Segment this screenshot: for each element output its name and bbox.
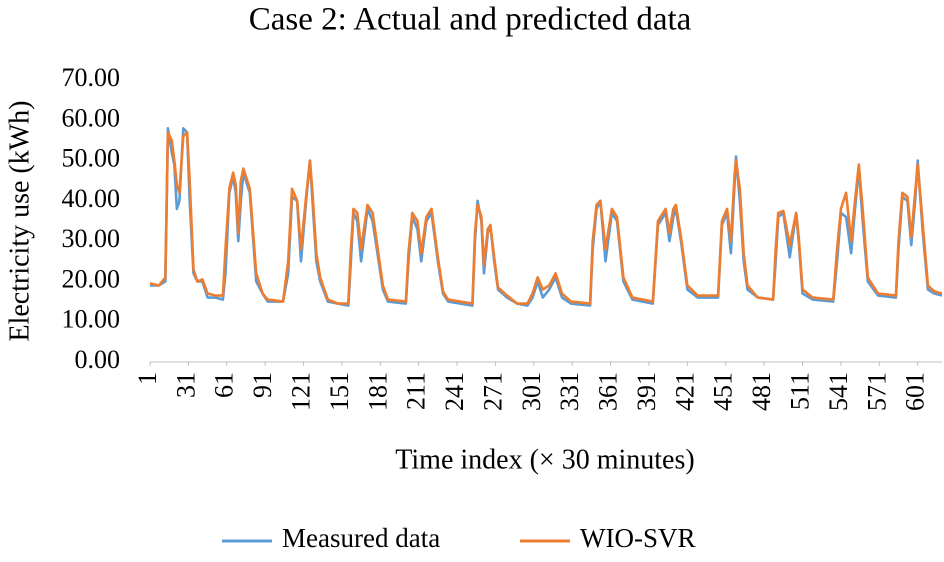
y-tick-label: 60.00 bbox=[62, 103, 121, 132]
x-axis-label: Time index (× 30 minutes) bbox=[395, 444, 694, 475]
x-tick-label: 301 bbox=[517, 372, 546, 411]
x-tick-label: 61 bbox=[210, 372, 239, 398]
x-tick-label: 181 bbox=[363, 372, 392, 411]
x-tick-label: 571 bbox=[862, 372, 891, 411]
chart-title: Case 2: Actual and predicted data bbox=[249, 2, 692, 38]
x-tick-label: 1 bbox=[133, 372, 162, 385]
y-tick-label: 30.00 bbox=[62, 224, 121, 253]
x-tick-label: 601 bbox=[901, 372, 930, 411]
x-tick-label: 271 bbox=[478, 372, 507, 411]
x-tick-label: 241 bbox=[440, 372, 469, 411]
x-tick-label: 121 bbox=[287, 372, 316, 411]
x-tick-label: 331 bbox=[555, 372, 584, 411]
y-tick-label: 10.00 bbox=[62, 305, 121, 334]
legend-label: WIO-SVR bbox=[580, 523, 696, 553]
y-tick-label: 70.00 bbox=[62, 63, 121, 92]
x-tick-label: 541 bbox=[824, 372, 853, 411]
data-line bbox=[149, 131, 943, 305]
y-tick-label: 0.00 bbox=[75, 345, 121, 374]
data-line bbox=[150, 127, 943, 307]
x-tick-label: 91 bbox=[248, 372, 277, 398]
x-tick-label: 361 bbox=[594, 372, 623, 411]
x-tick-label: 391 bbox=[632, 372, 661, 411]
x-tick-label: 151 bbox=[325, 372, 354, 411]
x-tick-label: 31 bbox=[171, 372, 200, 398]
x-tick-label: 421 bbox=[670, 372, 699, 411]
y-tick-label: 20.00 bbox=[62, 264, 121, 293]
x-tick-label: 451 bbox=[709, 372, 738, 411]
x-tick-label: 211 bbox=[402, 372, 431, 410]
y-tick-label: 40.00 bbox=[62, 184, 121, 213]
x-tick-label: 481 bbox=[747, 372, 776, 411]
legend-label: Measured data bbox=[282, 523, 440, 553]
x-tick-label: 511 bbox=[786, 372, 815, 410]
y-axis-label: Electricity use (kWh) bbox=[4, 100, 35, 341]
y-tick-label: 50.00 bbox=[62, 144, 121, 173]
